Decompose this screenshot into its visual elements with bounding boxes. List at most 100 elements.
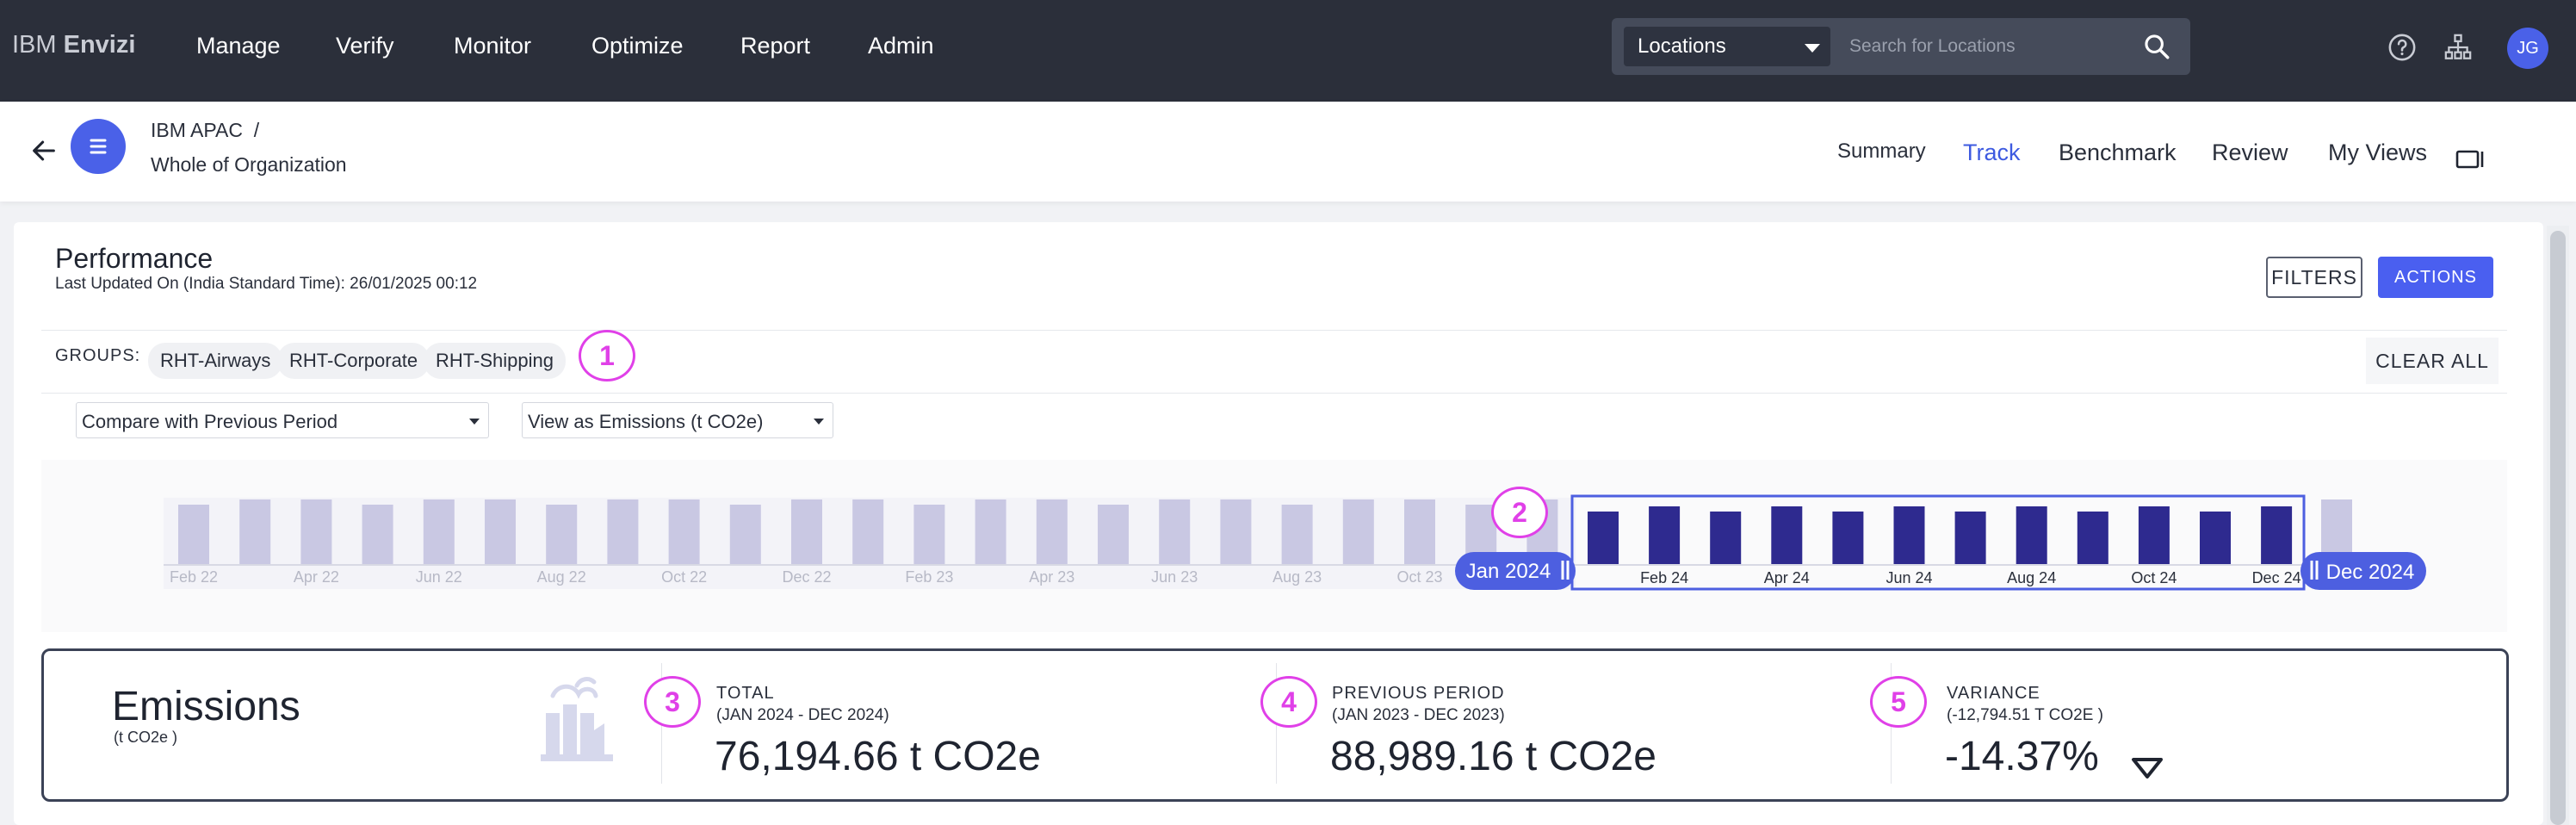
view-as-select[interactable]: View as Emissions (t CO2e)	[522, 402, 833, 438]
breadcrumb-parent[interactable]: IBM APAC	[151, 119, 243, 141]
timeline-bar[interactable]	[1159, 499, 1191, 565]
timeline-tick-label: Oct 23	[1396, 568, 1442, 586]
timeline-bar[interactable]	[485, 499, 516, 565]
timeline-bar[interactable]	[178, 505, 209, 565]
brand-name: Envizi	[63, 31, 136, 59]
org-tree-icon[interactable]	[2443, 33, 2473, 62]
timeline-bar[interactable]	[362, 505, 393, 565]
timeline-tick-label: Dec 22	[782, 568, 831, 586]
variance-value: -14.37%	[1945, 734, 2099, 779]
filters-button[interactable]: FILTERS	[2266, 257, 2362, 298]
timeline-bar[interactable]	[1098, 505, 1129, 565]
timeline-bar[interactable]	[2016, 506, 2047, 565]
timeline-bar[interactable]	[1832, 512, 1864, 565]
marker-3: 3	[644, 676, 701, 728]
nav-monitor[interactable]: Monitor	[454, 33, 532, 59]
timeline-bar[interactable]	[975, 499, 1006, 565]
timeline-bar[interactable]	[1036, 499, 1068, 565]
menu-icon	[90, 139, 107, 154]
total-value: 76,194.66 t CO2e	[715, 734, 1041, 779]
nav-manage[interactable]: Manage	[196, 33, 281, 59]
timeline-bar[interactable]	[2077, 512, 2108, 565]
timeline-tick-label: Apr 23	[1029, 568, 1074, 586]
group-chip-airways[interactable]: RHT-Airways	[148, 343, 283, 379]
top-bar: IBM Envizi Manage Verify Monitor Optimiz…	[0, 0, 2576, 102]
search-icon[interactable]	[2142, 32, 2171, 61]
factory-icon	[541, 677, 613, 761]
brand-prefix: IBM	[12, 31, 57, 59]
nav-report[interactable]: Report	[740, 33, 811, 59]
timeline-bar[interactable]	[668, 499, 700, 565]
nav-admin[interactable]: Admin	[868, 33, 934, 59]
camera-icon[interactable]	[2455, 146, 2486, 172]
timeline-tick-label: Aug 22	[537, 568, 586, 586]
timeline-bar[interactable]	[791, 499, 822, 565]
timeline-bar[interactable]	[1342, 499, 1374, 565]
timeline-bar[interactable]	[2138, 506, 2170, 565]
timeline-bar[interactable]	[239, 499, 271, 565]
previous-period-value: 88,989.16 t CO2e	[1330, 734, 1656, 779]
timeline-bar[interactable]	[1954, 512, 1986, 565]
timeline-tick-label: Jun 23	[1151, 568, 1198, 586]
timeline-bar[interactable]	[546, 505, 578, 565]
timeline-tick-label: Aug 23	[1273, 568, 1322, 586]
group-chip-shipping[interactable]: RHT-Shipping	[424, 343, 566, 379]
timeline-bar[interactable]	[852, 499, 884, 565]
timeline-start-handle[interactable]	[1455, 552, 1576, 590]
timeline-bar[interactable]	[1281, 505, 1313, 565]
group-chip-corporate[interactable]: RHT-Corporate	[277, 343, 430, 379]
search-input[interactable]	[1849, 28, 2125, 65]
emissions-summary	[41, 648, 2509, 802]
search-scope-label: Locations	[1638, 34, 1726, 58]
drag-handle-icon[interactable]	[2310, 561, 2319, 580]
chevron-down-icon	[814, 419, 824, 425]
tab-my-views[interactable]: My Views	[2328, 140, 2428, 165]
timeline-bar[interactable]	[1649, 506, 1681, 565]
timeline-end-handle[interactable]	[2300, 552, 2426, 590]
timeline-tick-label: Aug 24	[2007, 569, 2056, 586]
timeline-bar[interactable]	[2261, 506, 2293, 565]
actions-button[interactable]: ACTIONS	[2378, 257, 2493, 298]
brand-logo[interactable]: IBM Envizi	[12, 31, 135, 59]
timeline-bar[interactable]	[1404, 499, 1435, 565]
nav-optimize[interactable]: Optimize	[591, 33, 684, 59]
timeline-bar[interactable]	[423, 499, 455, 565]
clear-all-button[interactable]: CLEAR ALL	[2366, 338, 2499, 384]
nav-verify[interactable]: Verify	[336, 33, 394, 59]
timeline-tick-label: Oct 22	[661, 568, 707, 586]
compare-select-value: Compare with Previous Period	[82, 411, 338, 432]
timeline-bar[interactable]	[300, 499, 332, 565]
tab-review[interactable]: Review	[2212, 140, 2288, 165]
timeline-bar[interactable]	[607, 499, 639, 565]
total-range: (JAN 2024 - DEC 2024)	[716, 706, 889, 724]
timeline-bar[interactable]	[1220, 499, 1252, 565]
timeline-bar[interactable]	[729, 505, 761, 565]
view-as-select-value: View as Emissions (t CO2e)	[528, 411, 764, 432]
timeline-bar[interactable]	[2200, 512, 2231, 565]
avatar[interactable]: JG	[2507, 28, 2548, 69]
scrollbar-thumb[interactable]	[2550, 231, 2566, 825]
drag-handle-icon[interactable]	[1561, 561, 1570, 580]
total-label: TOTAL	[716, 684, 775, 703]
timeline-bar[interactable]	[1710, 512, 1742, 565]
timeline-selection-window[interactable]	[1570, 494, 2306, 591]
chevron-down-icon	[469, 419, 480, 425]
timeline-bar[interactable]	[1771, 506, 1803, 565]
back-arrow-icon[interactable]	[29, 136, 59, 165]
search-scope-select[interactable]: Locations	[1624, 27, 1830, 66]
page-title: Performance	[55, 243, 214, 274]
help-icon[interactable]	[2387, 33, 2417, 62]
compare-select[interactable]: Compare with Previous Period	[76, 402, 489, 438]
timeline-start-label: Jan 2024	[1466, 560, 1551, 583]
previous-period-range: (JAN 2023 - DEC 2023)	[1332, 706, 1505, 724]
timeline-bar[interactable]	[913, 505, 945, 565]
timeline-tick-label: Apr 22	[294, 568, 339, 586]
tab-summary[interactable]: Summary	[1837, 140, 1926, 163]
timeline-tick-label: Jun 24	[1886, 569, 1932, 586]
tab-track[interactable]: Track	[1963, 140, 2021, 165]
menu-button[interactable]	[71, 119, 126, 174]
timeline-bar[interactable]	[1893, 506, 1925, 565]
tab-benchmark[interactable]: Benchmark	[2059, 140, 2177, 165]
timeline-bar[interactable]	[1588, 512, 1619, 565]
marker-1: 1	[579, 330, 635, 381]
